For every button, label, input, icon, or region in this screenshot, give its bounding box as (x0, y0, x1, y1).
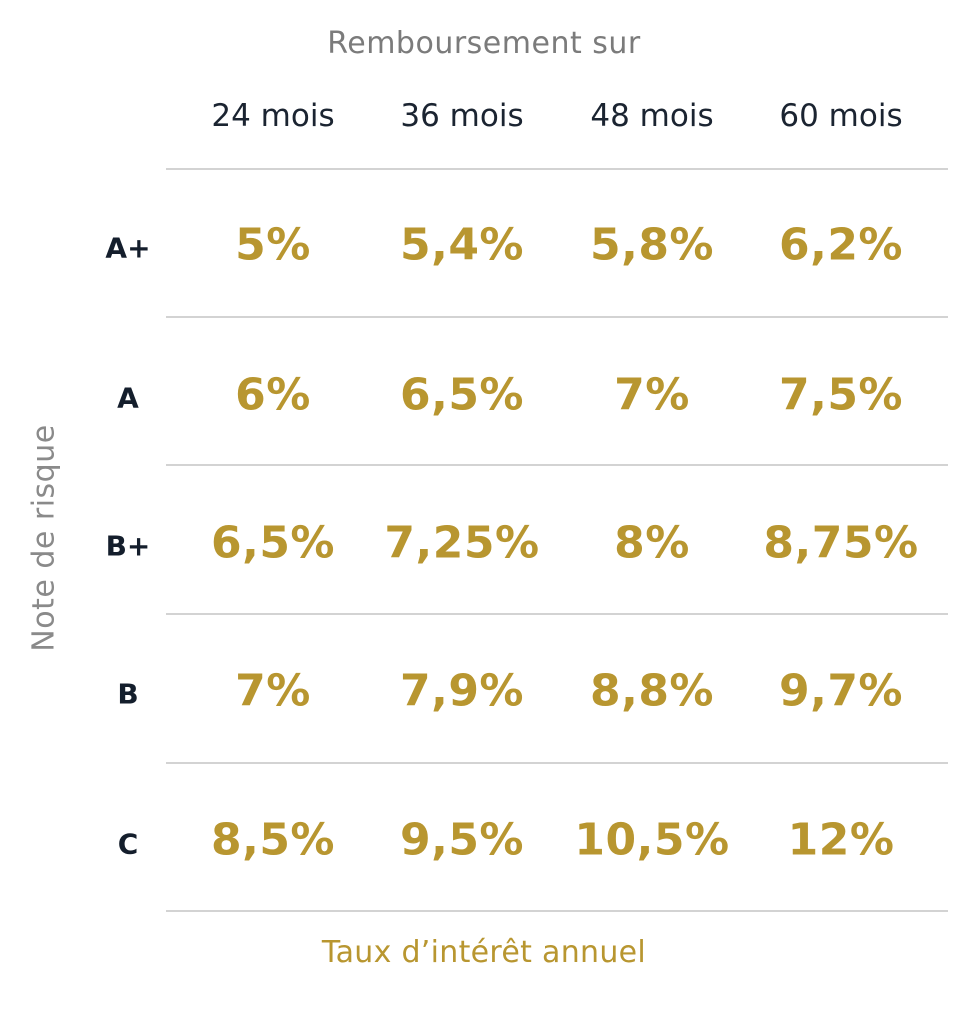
row-label: B+ (105, 529, 151, 563)
rate-cell: 5,4% (399, 219, 525, 271)
rate-cell: 7% (614, 369, 690, 421)
rate-cell: 7,5% (778, 369, 904, 421)
rate-cell: 8% (614, 517, 690, 569)
rate-cell: 6% (235, 369, 311, 421)
column-header: 36 mois (400, 98, 524, 134)
row-label: A (117, 381, 139, 415)
table-title: Remboursement sur (327, 26, 641, 61)
column-header: 48 mois (590, 98, 714, 134)
table-caption: Taux d’intérêt annuel (321, 935, 647, 970)
row-label: A+ (105, 231, 151, 265)
rate-cell: 6,5% (399, 369, 525, 421)
row-divider (166, 762, 948, 764)
rate-cell: 9,5% (399, 814, 525, 866)
rate-cell: 9,7% (778, 665, 904, 717)
row-divider (166, 613, 948, 615)
rate-cell: 7% (235, 665, 311, 717)
rate-cell: 7,25% (384, 517, 540, 569)
rate-cell: 5,8% (589, 219, 715, 271)
column-header: 60 mois (779, 98, 903, 134)
row-label: B (117, 677, 139, 711)
rate-cell: 12% (787, 814, 895, 866)
row-divider (166, 910, 948, 912)
row-divider (166, 316, 948, 318)
rate-cell: 6,5% (210, 517, 336, 569)
rate-cell: 10,5% (574, 814, 730, 866)
column-header: 24 mois (211, 98, 335, 134)
rate-cell: 6,2% (778, 219, 904, 271)
rate-cell: 8,8% (589, 665, 715, 717)
row-axis-title: Note de risque (26, 424, 62, 652)
rate-cell: 5% (235, 219, 311, 271)
rate-cell: 8,75% (763, 517, 919, 569)
row-label: C (117, 827, 139, 861)
rate-cell: 7,9% (399, 665, 525, 717)
row-divider (166, 168, 948, 170)
row-divider (166, 464, 948, 466)
rate-cell: 8,5% (210, 814, 336, 866)
